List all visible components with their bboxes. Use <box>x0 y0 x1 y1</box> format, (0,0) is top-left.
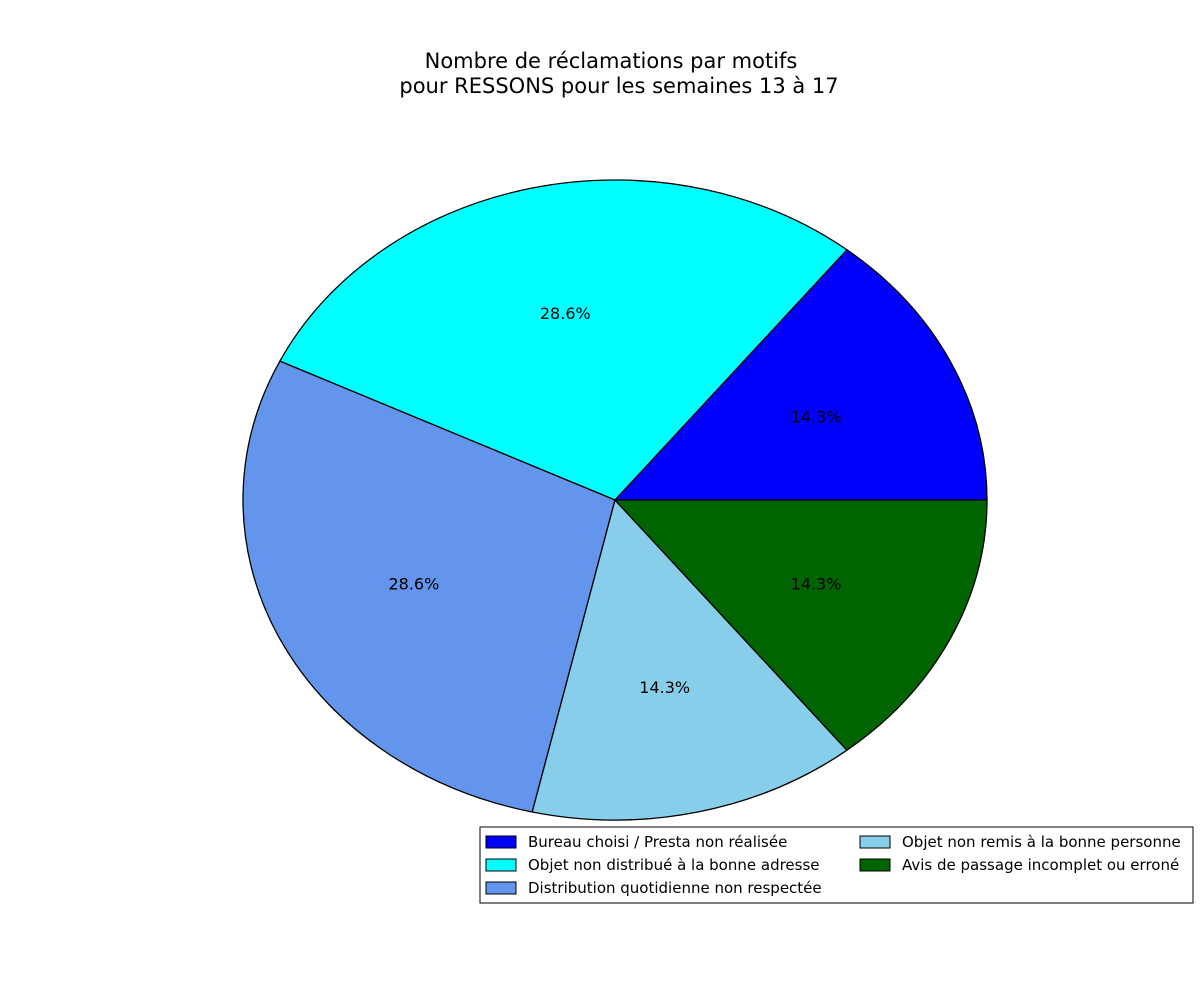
legend-swatch-1 <box>485 835 517 849</box>
legend-swatch-3 <box>485 881 517 895</box>
slice-pct-label-5: 14.3% <box>791 574 842 593</box>
legend-swatch-2 <box>485 858 517 872</box>
pie-slice-4 <box>531 499 848 821</box>
legend-swatch-5 <box>859 858 891 872</box>
legend-label-3: Distribution quotidienne non respectée <box>528 879 822 897</box>
legend-label-2: Objet non distribué à la bonne adresse <box>528 856 820 874</box>
legend-label-5: Avis de passage incomplet ou erroné <box>902 856 1179 874</box>
slice-pct-label-2: 28.6% <box>540 304 591 323</box>
legend-label-4: Objet non remis à la bonne personne <box>902 833 1181 851</box>
pie-slice-1 <box>614 249 988 501</box>
slice-pct-label-3: 28.6% <box>388 574 439 593</box>
slice-pct-label-1: 14.3% <box>791 408 842 427</box>
slice-pct-label-4: 14.3% <box>639 678 690 697</box>
pie-slice-2 <box>279 179 848 501</box>
pie-slice-3 <box>242 360 616 813</box>
chart-title-line-2: pour RESSONS pour les semaines 13 à 17 <box>399 74 838 98</box>
pie-slice-5 <box>614 499 988 751</box>
legend-label-1: Bureau choisi / Presta non réalisée <box>528 833 787 851</box>
pie-slices <box>242 179 988 821</box>
chart-legend: Bureau choisi / Presta non réalisée Objet… <box>479 826 1194 904</box>
legend-box <box>479 826 1194 904</box>
pie-percentage-labels: 14.3% 28.6% 28.6% 14.3% 14.3% <box>388 304 841 697</box>
legend-swatch-4 <box>859 835 891 849</box>
chart-title-line-1: Nombre de réclamations par motifs <box>425 49 798 73</box>
